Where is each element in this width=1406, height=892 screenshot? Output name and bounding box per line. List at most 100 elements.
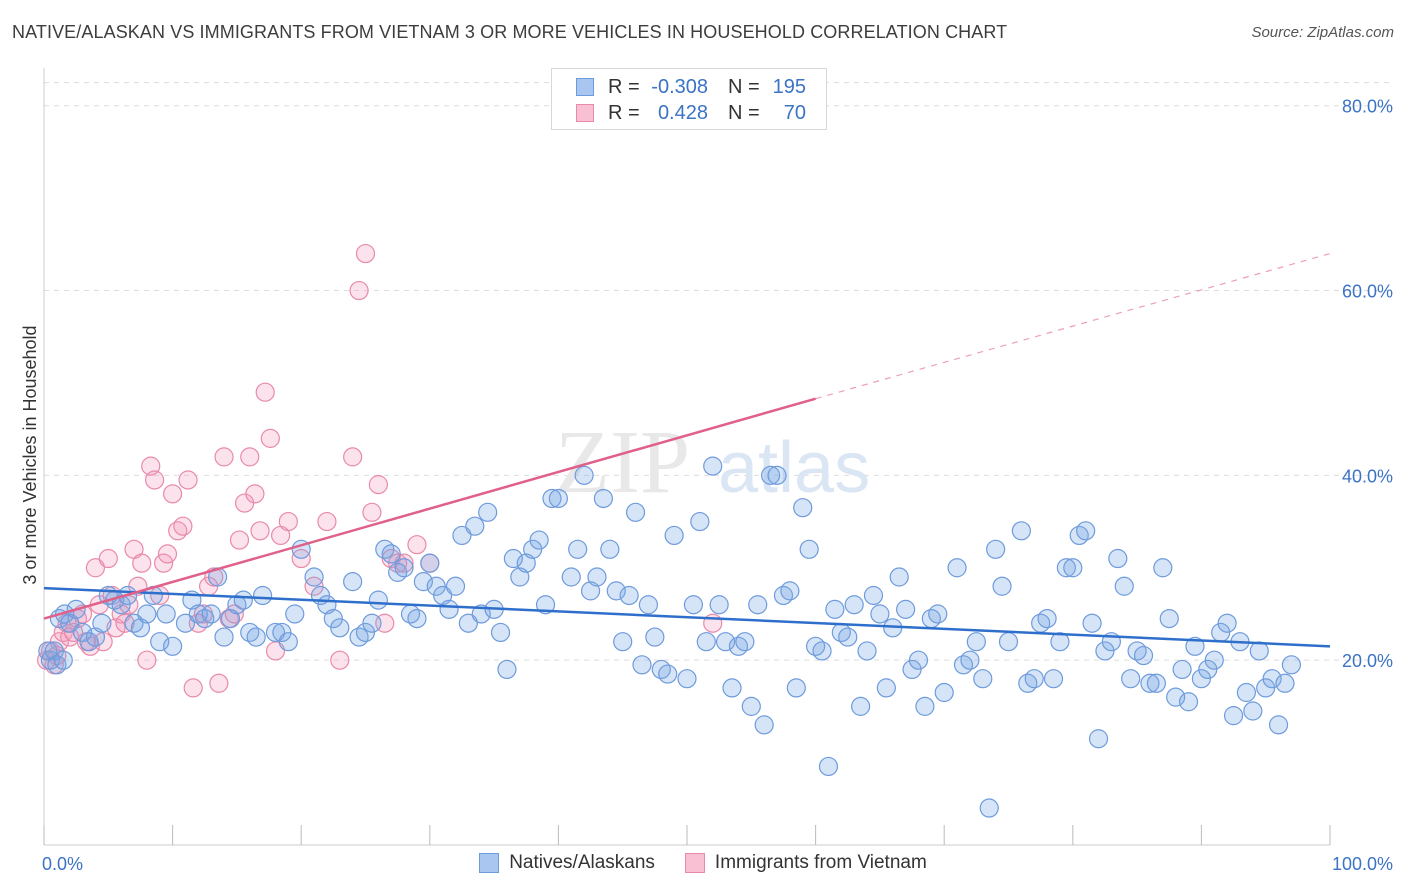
point-natives [343,572,363,592]
point-vietnam [229,530,250,550]
point-natives [1082,613,1102,633]
point-natives [1108,548,1128,569]
legend-label-natives: Natives/Alaskans [509,852,655,873]
point-vietnam [260,428,280,448]
y-tick-label: 80.0% [1342,97,1393,117]
point-natives [150,632,170,652]
point-vietnam [214,447,234,467]
point-natives [156,604,176,624]
point-natives [741,696,761,716]
point-natives [992,576,1012,596]
point-natives [529,530,549,550]
point-natives [799,539,819,559]
point-vietnam [245,484,265,504]
tick-labels: 20.0% 40.0% 60.0% 80.0% 0.0% 100.0% [42,97,1393,874]
point-natives [1076,521,1096,541]
point-natives [593,488,614,509]
point-vietnam [173,516,193,536]
point-natives [1217,613,1237,633]
point-natives [458,613,478,633]
point-natives [857,641,877,661]
r-label: R = [608,75,640,98]
trend-line-natives [43,586,1331,648]
point-vietnam [349,280,369,301]
watermark-atlas: atlas [718,428,870,508]
point-vietnam [178,470,198,490]
point-natives [677,669,697,689]
point-natives [362,613,382,633]
point-natives [587,567,607,587]
point-natives [998,632,1019,652]
gridlines [44,82,1392,661]
y-axis-label: 3 or more Vehicles in Household [20,325,40,584]
point-natives [606,581,626,601]
point-natives [934,682,954,703]
point-natives [760,465,781,485]
point-natives [137,604,157,624]
point-vietnam [250,521,270,541]
point-natives [818,756,839,777]
point-natives [1050,632,1070,652]
point-natives [465,516,485,536]
point-natives [471,604,491,624]
x-tick-label: 100.0% [1332,854,1393,874]
point-natives [690,511,710,532]
point-vietnam [255,382,275,402]
r-value: -0.308 [651,75,708,98]
legend-item-natives[interactable]: Natives/Alaskans [479,852,655,874]
point-natives [908,650,929,670]
point-vietnam [330,650,350,670]
point-natives [658,664,678,684]
legend-swatch-natives [479,853,500,873]
point-natives [503,548,523,569]
point-natives [1178,692,1199,712]
point-vietnam [343,447,363,467]
point-natives [1133,645,1154,666]
point-vietnam [362,502,382,522]
point-natives [253,585,273,606]
point-natives [638,595,659,615]
point-natives [175,613,196,633]
point-natives [214,627,234,647]
point-natives [928,604,948,624]
point-vietnam [183,678,203,698]
y-tick-label: 20.0% [1342,651,1393,671]
point-natives [381,544,401,564]
legend-item-vietnam[interactable]: Immigrants from Vietnam [684,852,927,874]
point-natives [92,613,112,633]
point-natives [1159,608,1179,629]
point-natives [420,553,440,573]
point-natives [696,632,716,652]
point-natives [548,488,569,509]
point-natives [825,599,845,619]
watermark-zip: ZIP [555,413,690,512]
point-natives [1172,659,1192,680]
chart-title: NATIVE/ALASKAN VS IMMIGRANTS FROM VIETNA… [12,22,1008,42]
point-natives [561,567,581,587]
immigrants-vietnam-points [36,243,723,698]
y-tick-label: 60.0% [1342,282,1393,302]
point-natives [664,525,684,546]
point-vietnam [163,484,183,504]
point-natives [870,604,890,624]
point-natives [947,558,967,578]
point-natives [535,595,556,615]
point-natives [1223,706,1244,726]
point-natives [163,636,183,656]
point-natives [973,669,993,689]
point-natives [619,585,639,606]
point-natives [1121,669,1141,689]
point-natives [265,622,286,643]
point-natives [1037,608,1057,629]
point-natives [53,650,73,670]
x-tick-label: 0.0% [42,854,83,874]
point-vietnam [137,650,157,670]
point-natives [966,632,986,652]
point-vietnam [317,511,337,532]
point-natives [1024,669,1044,689]
point-natives [838,627,858,647]
series-legend: Natives/Alaskans Immigrants from Vietnam [0,852,1406,874]
r-value: 0.428 [657,101,708,124]
n-label: N = [728,75,760,98]
